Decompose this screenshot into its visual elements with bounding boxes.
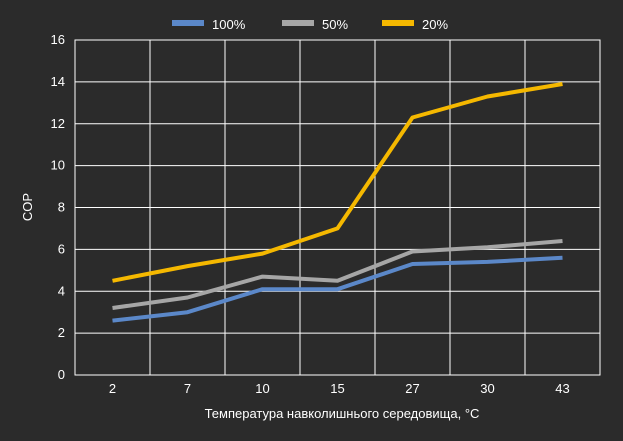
legend-swatch [382,20,414,26]
legend: 100% 50% 20% [172,17,448,32]
x-tick-label: 2 [109,381,116,396]
x-tick-label: 7 [184,381,191,396]
legend-label: 100% [212,17,246,32]
series-line-100pct [112,255,563,323]
legend-label: 20% [422,17,448,32]
y-tick-label: 8 [58,200,65,215]
x-tick-label: 27 [405,381,419,396]
y-tick-label: 0 [58,367,65,382]
legend-label: 50% [322,17,348,32]
y-tick-label: 14 [51,74,65,89]
x-tick-labels: 2 7 10 15 27 30 43 [109,381,570,396]
x-tick-label: 30 [480,381,494,396]
y-tick-labels: 0 2 4 6 8 10 12 14 16 [51,32,65,382]
series-lines [112,82,563,323]
x-axis-title: Температура навколишнього середовища, °C [205,406,480,421]
series-line-20pct [112,82,563,283]
series-line-50pct [112,239,563,310]
y-axis-title: COP [20,193,35,221]
y-tick-label: 10 [51,158,65,173]
legend-swatch [282,20,314,26]
x-tick-label: 10 [255,381,269,396]
y-tick-label: 12 [51,116,65,131]
x-tick-label: 43 [555,381,569,396]
x-tick-label: 15 [330,381,344,396]
grid [74,39,601,376]
y-tick-label: 6 [58,241,65,256]
y-tick-label: 2 [58,325,65,340]
legend-swatch [172,20,204,26]
y-tick-label: 16 [51,32,65,47]
y-tick-label: 4 [58,283,65,298]
